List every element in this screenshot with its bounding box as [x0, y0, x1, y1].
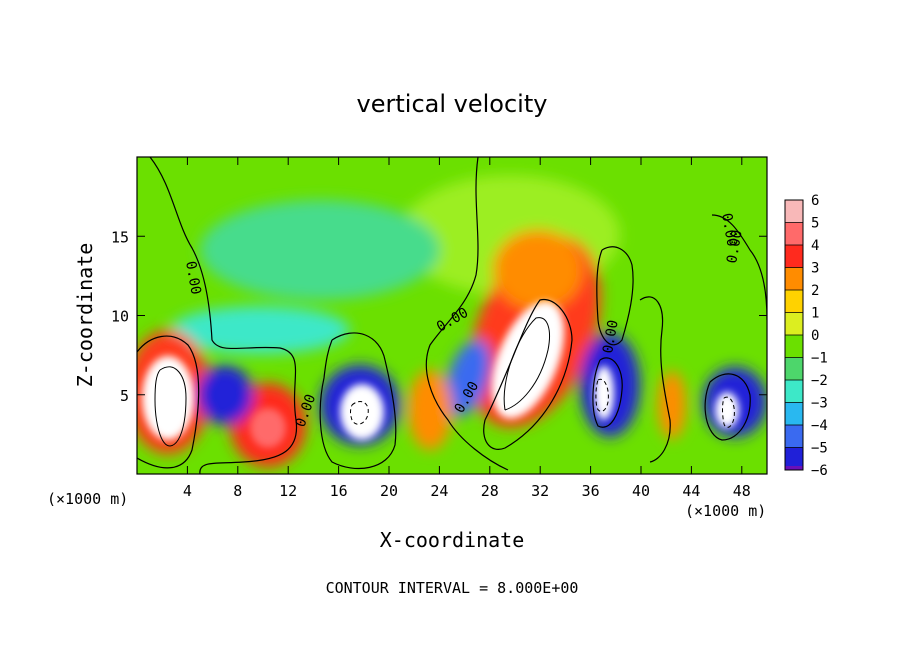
colorbar-swatch — [785, 380, 803, 403]
field-blobs — [137, 175, 767, 467]
x-tick-label: 12 — [279, 482, 297, 500]
x-tick-label: 4 — [183, 482, 192, 500]
x-scale-label-right: (×1000 m) — [685, 502, 766, 520]
weak-negative-center-area — [200, 200, 440, 300]
colorbar-label: −1 — [811, 351, 828, 367]
y-tick-label: 5 — [120, 387, 129, 405]
downdraft-26km — [445, 339, 491, 417]
field-cores — [142, 301, 739, 448]
dashed-contours — [350, 378, 735, 428]
colorbar-swatch — [785, 357, 803, 380]
colorbar-label: −5 — [811, 441, 828, 457]
colorbar-label: 6 — [811, 193, 819, 209]
colorbar-label: −6 — [811, 463, 828, 479]
colorbar-label: 1 — [811, 306, 819, 322]
x-tick-label: 28 — [481, 482, 499, 500]
y-axis: 5 10 15 — [111, 228, 767, 405]
x-tick-label: 32 — [531, 482, 549, 500]
updraft-west-core — [142, 356, 194, 440]
updraft-center-top-glow — [493, 230, 583, 310]
positive-cell-23km — [408, 370, 452, 450]
downdraft-west — [197, 365, 253, 425]
y-tick-label: 15 — [111, 228, 129, 246]
x-axis: 4 8 12 16 20 24 28 32 36 40 44 48 — [183, 157, 751, 500]
contour-label-1: 0.00 — [182, 260, 204, 296]
colorbar-label: 3 — [811, 261, 819, 277]
x-axis-label: X-coordinate — [380, 528, 525, 552]
zero-contours — [137, 157, 767, 474]
colorbar-swatch — [785, 200, 803, 223]
colorbar-swatch — [785, 335, 803, 358]
contour-label-7: 0.00 — [724, 229, 746, 265]
contour-label-5: 0.00 — [600, 319, 622, 355]
x-tick-label: 40 — [632, 482, 650, 500]
x-tick-label: 44 — [682, 482, 700, 500]
colorbar: 6 5 4 3 2 1 0 −1 −2 −3 −4 −5 −6 — [784, 193, 828, 479]
colorbar-swatch-end — [785, 466, 803, 470]
colorbar-label: −4 — [811, 418, 828, 434]
downdraft-46km-core — [715, 392, 739, 428]
weak-negative-midleft-area — [170, 306, 350, 354]
y-tick-label: 10 — [111, 308, 129, 326]
positive-cell-43km — [658, 371, 686, 439]
x-tick-label: 48 — [733, 482, 751, 500]
colorbar-label: 2 — [811, 283, 819, 299]
colorbar-swatch — [785, 222, 803, 245]
colorbar-swatch — [785, 425, 803, 448]
x-tick-label: 16 — [330, 482, 348, 500]
colorbar-swatch — [785, 267, 803, 290]
downdraft-37km-core — [594, 366, 614, 420]
colorbar-label: −2 — [811, 373, 828, 389]
updraft-center-core — [491, 301, 565, 419]
colorbar-label: 0 — [811, 328, 819, 344]
colorbar-swatch — [785, 312, 803, 335]
colorbar-label: 5 — [811, 216, 819, 232]
downdraft-18km-core — [340, 384, 384, 440]
colorbar-label: −3 — [811, 396, 828, 412]
colorbar-swatch — [785, 402, 803, 425]
x-scale-label-left: (×1000 m) — [47, 490, 128, 508]
contour-interval-footer: CONTOUR INTERVAL = 8.000E+00 — [326, 579, 579, 597]
colorbar-label: 4 — [811, 238, 819, 254]
y-axis-label: Z-coordinate — [73, 243, 97, 388]
colorbar-swatch — [785, 447, 803, 470]
colorbar-swatch — [785, 245, 803, 268]
high-contours — [154, 317, 550, 447]
colorbar-swatch — [785, 290, 803, 313]
positive-cell-10km-core — [250, 408, 286, 448]
contour-label-6: 0.00 — [718, 212, 740, 248]
x-tick-label: 36 — [582, 482, 600, 500]
x-tick-label: 8 — [233, 482, 242, 500]
plot-area: 0.00 0.00 0.00 0.00 0.00 0.00 0.00 — [137, 157, 767, 474]
x-tick-label: 20 — [380, 482, 398, 500]
x-tick-label: 24 — [430, 482, 448, 500]
chart-title: vertical velocity — [357, 90, 548, 118]
